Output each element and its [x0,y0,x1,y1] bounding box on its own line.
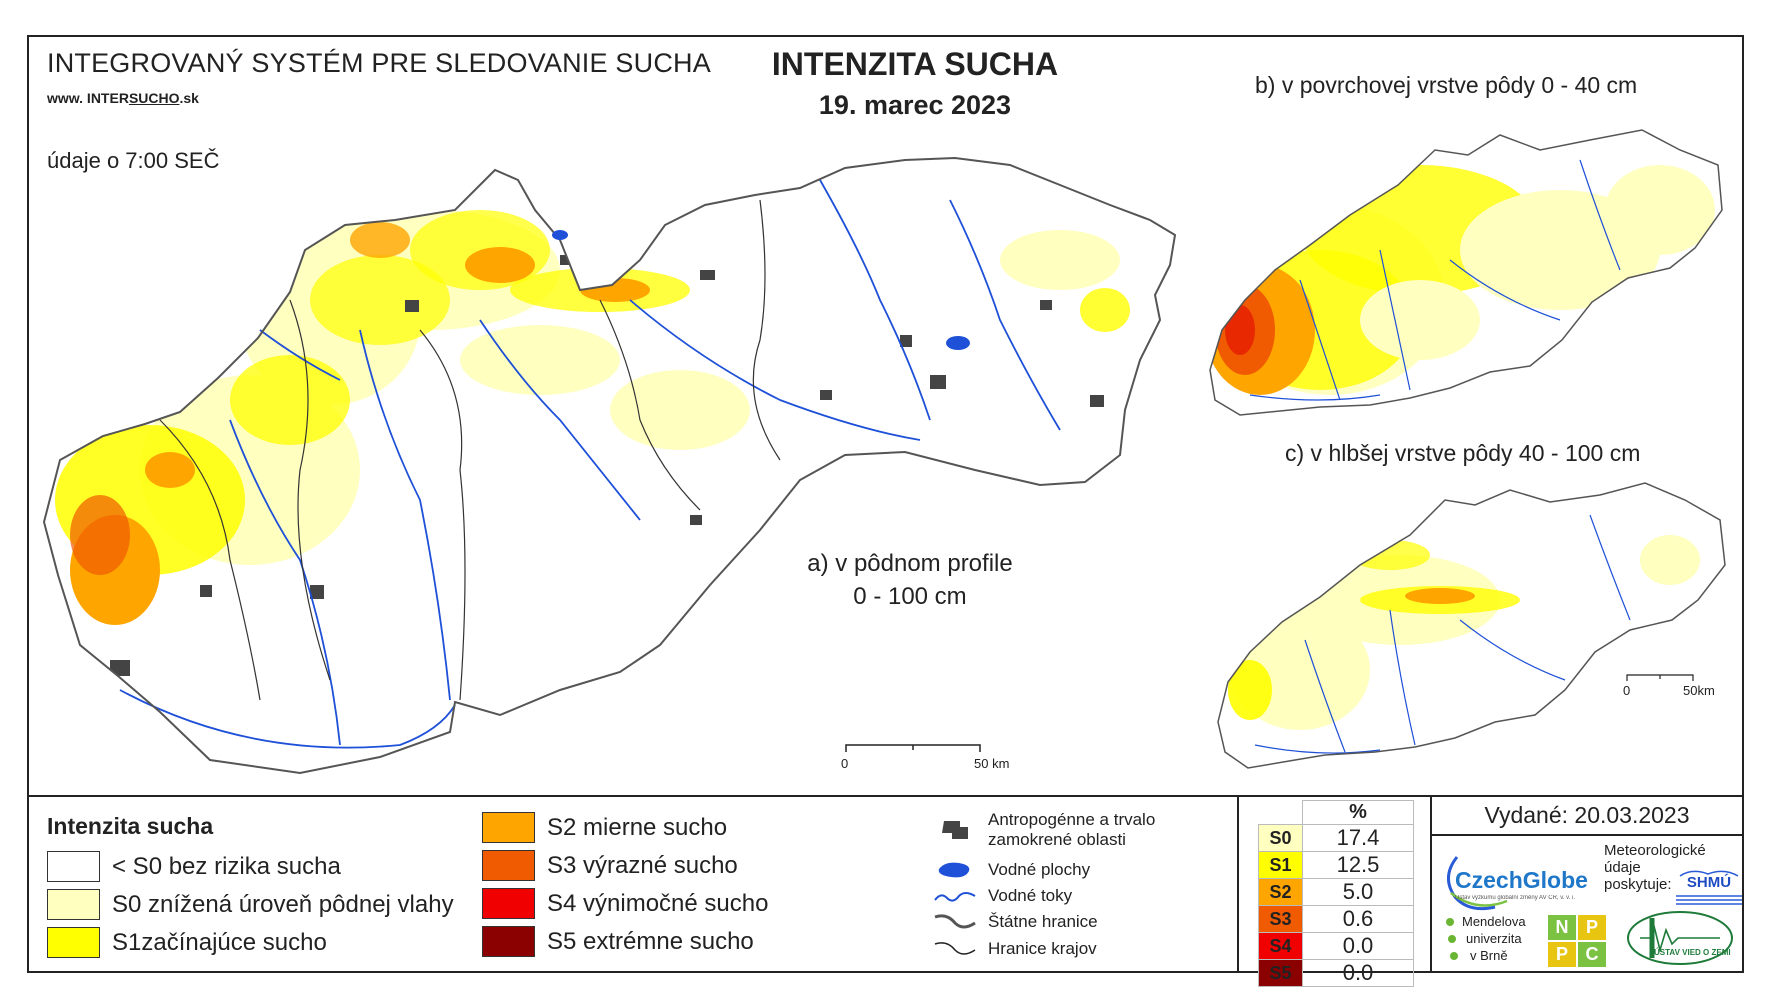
table-row: S1 12.5 [1258,851,1414,879]
map-b-caption: b) v povrchovej vrstve pôdy 0 - 40 cm [1255,72,1638,98]
legend-item-s4: S4 výnimočné sucho [482,888,768,919]
table-row: S3 0.6 [1258,905,1414,933]
legend-panel [27,795,1744,973]
main-scale-zero: 0 [841,756,849,771]
issued-divider [1430,834,1744,836]
legend-swatch [482,850,535,881]
czechglobe-logo: CzechGlobe Ústav výzkumu globální změny … [1437,843,1597,918]
region-border-icon [930,936,980,962]
footer-divider [1430,795,1432,973]
website-url[interactable]: www. INTERSUCHO.sk [47,90,199,106]
legend-item-s3: S3 výrazné sucho [482,850,738,881]
dot-icon [1446,918,1454,926]
urban-area-icon [930,817,980,843]
water-body-icon [930,857,980,883]
main-scale-end: 50 km [974,756,1010,771]
table-header-row: % [1259,800,1414,825]
map-c-caption: c) v hlbšej vrstve pôdy 40 - 100 cm [1285,440,1641,466]
legend-title: Intenzita sucha [47,813,214,839]
small-scale-zero: 0 [1623,683,1631,698]
meteo-provider-note: Meteorologické údaje poskytuje: [1604,842,1706,893]
czechglobe-name: CzechGlobe [1455,867,1588,893]
symbol-rivers: Vodné toky [930,883,1072,909]
legend-item-s5: S5 extrémne sucho [482,926,754,957]
legend-item-below-s0: < S0 bez rizika sucha [47,851,341,882]
main-drought-map [43,129,1726,774]
legend-swatch [482,888,535,919]
table-row: S5 0.0 [1258,959,1414,987]
legend-swatch [482,926,535,957]
legend-swatch [47,927,100,958]
table-row: S0 17.4 [1258,824,1414,852]
issued-date: Vydané: 20.03.2023 [1484,802,1690,828]
page-date: 19. marec 2023 [818,90,1012,120]
czechglobe-subtitle: Ústav výzkumu globální změny AV ČR, v. v… [1455,895,1576,901]
main-scale-bar [845,744,981,752]
shmu-logo: SHMÚ [1674,866,1744,906]
uvz-logo: ÚSTAV VIED O ZEMI [1624,908,1736,970]
page-title: INTENZITA SUCHA [771,46,1059,82]
state-border-icon [930,909,980,935]
data-time-note: údaje o 7:00 SEČ [47,148,220,173]
river-icon [930,883,980,909]
legend-item-s0: S0 znížená úroveň pôdnej vlahy [47,889,454,920]
map-a-caption: a) v pôdnom profile 0 - 100 cm [807,550,1013,610]
legend-divider [1237,795,1239,973]
symbol-region-border: Hranice krajov [930,936,1097,962]
table-row: S4 0.0 [1258,932,1414,960]
legend-swatch [482,812,535,843]
mendel-university-logo: Mendelova univerzita v Brně [1446,913,1526,964]
nppc-logo: N P P C [1548,915,1608,969]
legend-swatch [47,889,100,920]
system-title: INTEGROVANÝ SYSTÉM PRE SLEDOVANIE SUCHA [47,48,711,78]
dot-icon [1448,935,1456,943]
legend-swatch [47,851,100,882]
legend-item-s1: S1začínajúce sucho [47,927,327,958]
symbol-urban: Antropogénne a trvalo zamokrené oblasti [930,810,1155,850]
symbol-state-border: Štátne hranice [930,909,1098,935]
small-scale-end: 50km [1683,683,1715,698]
table-row: S2 5.0 [1258,878,1414,906]
legend-item-s2: S2 mierne sucho [482,812,727,843]
dot-icon [1450,952,1458,960]
symbol-water-bodies: Vodné plochy [930,857,1090,883]
drought-percent-table: % S0 17.4 S1 12.5 S2 5.0 S3 0.6 S4 0.0 S… [1258,800,1414,987]
small-scale-bar [1626,674,1694,681]
